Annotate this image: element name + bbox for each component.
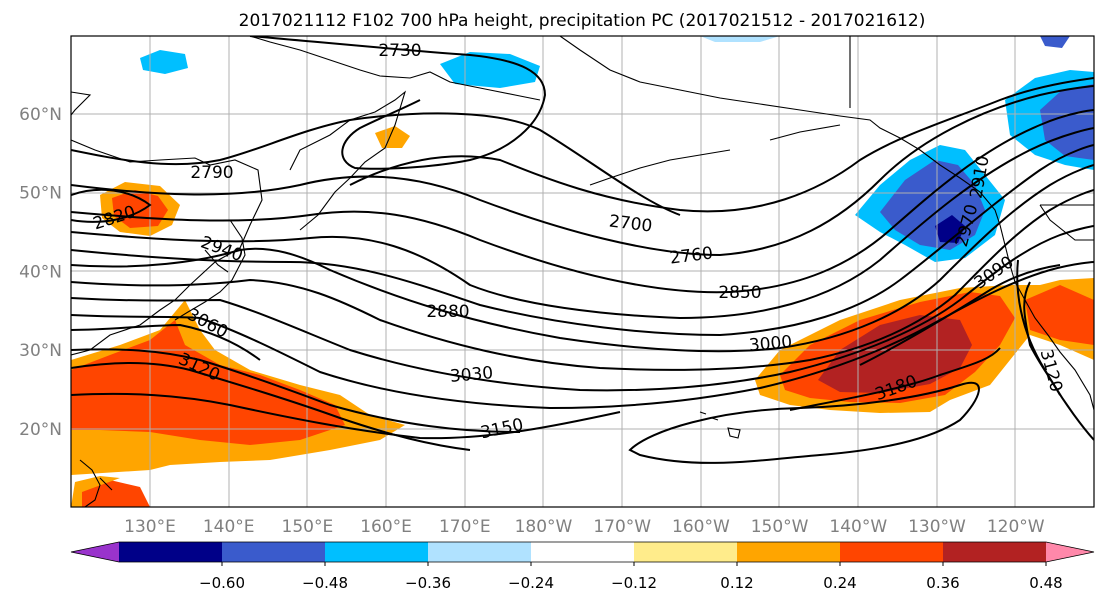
colorbar-swatch: [428, 542, 532, 562]
colorbar-swatch: [531, 542, 635, 562]
lat-tick-label: 20°N: [19, 420, 62, 440]
arctic-anomaly: [700, 36, 780, 42]
colorbar-tick-label: −0.36: [405, 574, 451, 592]
lon-tick-label: 150°E: [282, 517, 334, 537]
contour-label-2850: 2850: [718, 283, 761, 303]
colorbar-outline: [70, 541, 1095, 563]
lat-tick-label: 60°N: [19, 105, 62, 125]
map-title: 2017021112 F102 700 hPa height, precipit…: [239, 11, 926, 31]
lon-tick-label: 160°E: [360, 517, 412, 537]
alaska-coast: [559, 36, 1001, 226]
okhotsk-anomaly: [375, 126, 410, 148]
colorbar-tick-label: −0.48: [302, 574, 348, 592]
lon-tick-label: 140°W: [829, 517, 887, 537]
contour-2760: [71, 85, 1094, 257]
lon-tick-label: 170°E: [439, 517, 491, 537]
contour-east-high: [1016, 259, 1094, 441]
latitude-labels: 60°N 50°N 40°N 30°N 20°N: [19, 105, 62, 440]
colorbar-swatch: [737, 542, 841, 562]
colorbar-extend-low: [71, 542, 119, 562]
contour-2940: [71, 164, 1094, 353]
colorbar-swatch: [943, 542, 1047, 562]
lon-tick-label: 130°E: [124, 517, 176, 537]
philippines-coast: [79, 459, 113, 507]
lon-tick-label: 150°W: [751, 517, 809, 537]
arctic-anomaly-east: [1040, 36, 1070, 48]
colorbar-tick-label: 0.48: [1029, 574, 1062, 592]
colorbar-tick-label: −0.60: [199, 574, 245, 592]
contour-label-2790: 2790: [190, 163, 233, 183]
contour-label-2730: 2730: [378, 41, 421, 61]
contour-2970: [71, 189, 1094, 371]
contour-2850: [71, 109, 1094, 294]
contour-2820: [71, 188, 152, 223]
colorbar-tick-label: −0.12: [611, 574, 657, 592]
longitude-labels: 130°E 140°E 150°E 160°E 170°E 180°W 170°W 160°W…: [124, 517, 1045, 537]
contour-3180: [789, 347, 1001, 411]
siberia-north-coast: [249, 36, 541, 101]
colorbar-tick-label: 0.12: [720, 574, 753, 592]
east-pacific-anomaly-max: [818, 315, 972, 393]
contour-2880: [71, 127, 1094, 320]
north-america-west-coast: [999, 224, 1094, 411]
contour-3150: [71, 381, 980, 464]
contour-label-3000: 3000: [748, 332, 793, 356]
colorbar-swatch: [119, 542, 223, 562]
colorbar-extend-high: [1046, 542, 1094, 562]
siberia-anomaly: [140, 50, 188, 74]
contour-3030: [71, 261, 1094, 410]
lat-tick-label: 30°N: [19, 341, 62, 361]
colorbar: −0.60 −0.48 −0.36 −0.24 −0.12 0.12 0.24 0.36 0.4…: [70, 541, 1095, 592]
colorbar-tick-label: 0.36: [926, 574, 959, 592]
map-border: [70, 35, 1095, 508]
lon-tick-label: 130°W: [908, 517, 966, 537]
contour-3000: [71, 225, 1094, 392]
contour-2730: [249, 36, 547, 170]
colorbar-tick-label: −0.24: [508, 574, 554, 592]
alaska-south-coast: [589, 124, 841, 186]
south-anomaly-light: [71, 476, 120, 507]
southwest-us-anomaly: [1025, 285, 1094, 345]
contour-label-3030: 3030: [449, 363, 494, 387]
colorbar-swatch: [840, 542, 944, 562]
contour-label-2880: 2880: [426, 302, 469, 322]
lon-tick-label: 120°W: [987, 517, 1045, 537]
lon-tick-label: 170°W: [593, 517, 651, 537]
colorbar-swatch: [325, 542, 429, 562]
contour-2790: [71, 112, 681, 216]
height-contours: [71, 36, 1094, 464]
lat-tick-label: 40°N: [19, 262, 62, 282]
lon-tick-label: 180°W: [515, 517, 573, 537]
colorbar-tick-label: 0.24: [823, 574, 856, 592]
colorbar-swatch: [634, 542, 738, 562]
contour-3060: [71, 323, 261, 361]
lat-tick-label: 50°N: [19, 184, 62, 204]
contour-2700: [349, 77, 1094, 213]
canada-anomaly-mid: [1040, 84, 1094, 160]
contour-2910: [71, 144, 1094, 337]
colorbar-swatch: [222, 542, 326, 562]
asia-coast: [71, 91, 263, 356]
northwest-coast-anomaly-max: [935, 215, 965, 243]
lon-tick-label: 160°W: [672, 517, 730, 537]
map-area: 2730 2790 2820 2940 3060 3120 2700 2760 …: [71, 36, 1094, 507]
lon-tick-label: 140°E: [203, 517, 255, 537]
contour-3090: [71, 264, 1061, 433]
